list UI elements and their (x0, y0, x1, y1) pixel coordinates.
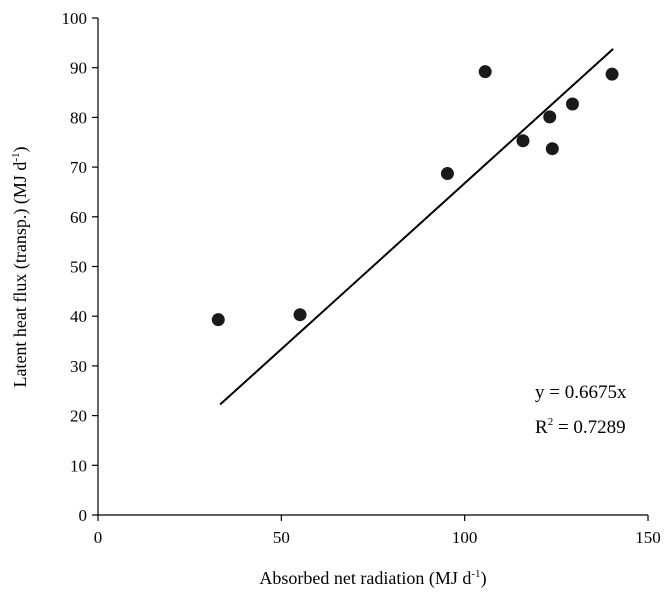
fit-line-group (220, 49, 613, 405)
data-point (606, 68, 619, 81)
r-squared: R2 = 0.7289 (535, 416, 626, 438)
data-point (566, 97, 579, 110)
y-tick-label: 80 (70, 108, 87, 127)
data-point (546, 142, 559, 155)
fit-line (220, 49, 613, 405)
x-tick-label: 150 (635, 528, 661, 547)
y-tick-label: 50 (70, 258, 87, 277)
y-tick-label: 10 (70, 456, 87, 475)
y-tick-label: 40 (70, 307, 87, 326)
y-tick-label: 90 (70, 59, 87, 78)
y-axis-title: Latent heat flux (transp.) (MJ d-1) (10, 146, 31, 387)
y-tick-label: 60 (70, 208, 87, 227)
fit-equation: y = 0.6675x (535, 382, 627, 403)
y-tick-label: 20 (70, 407, 87, 426)
x-axis-ticks: 0 50 100 150 (94, 515, 661, 547)
data-point (294, 308, 307, 321)
data-point (543, 110, 556, 123)
x-tick-label: 100 (452, 528, 478, 547)
x-tick-label: 50 (273, 528, 290, 547)
data-points (212, 65, 619, 326)
x-tick-label: 0 (94, 528, 103, 547)
x-axis-title: Absorbed net radiation (MJ d-1) (259, 568, 486, 589)
data-point (441, 167, 454, 180)
y-tick-label: 70 (70, 158, 87, 177)
y-axis-ticks: 0 10 20 30 40 50 60 70 80 90 100 (62, 9, 99, 525)
data-point (479, 65, 492, 78)
data-point (516, 134, 529, 147)
y-tick-label: 0 (79, 506, 88, 525)
y-tick-label: 100 (62, 9, 88, 28)
data-point (212, 313, 225, 326)
y-tick-label: 30 (70, 357, 87, 376)
